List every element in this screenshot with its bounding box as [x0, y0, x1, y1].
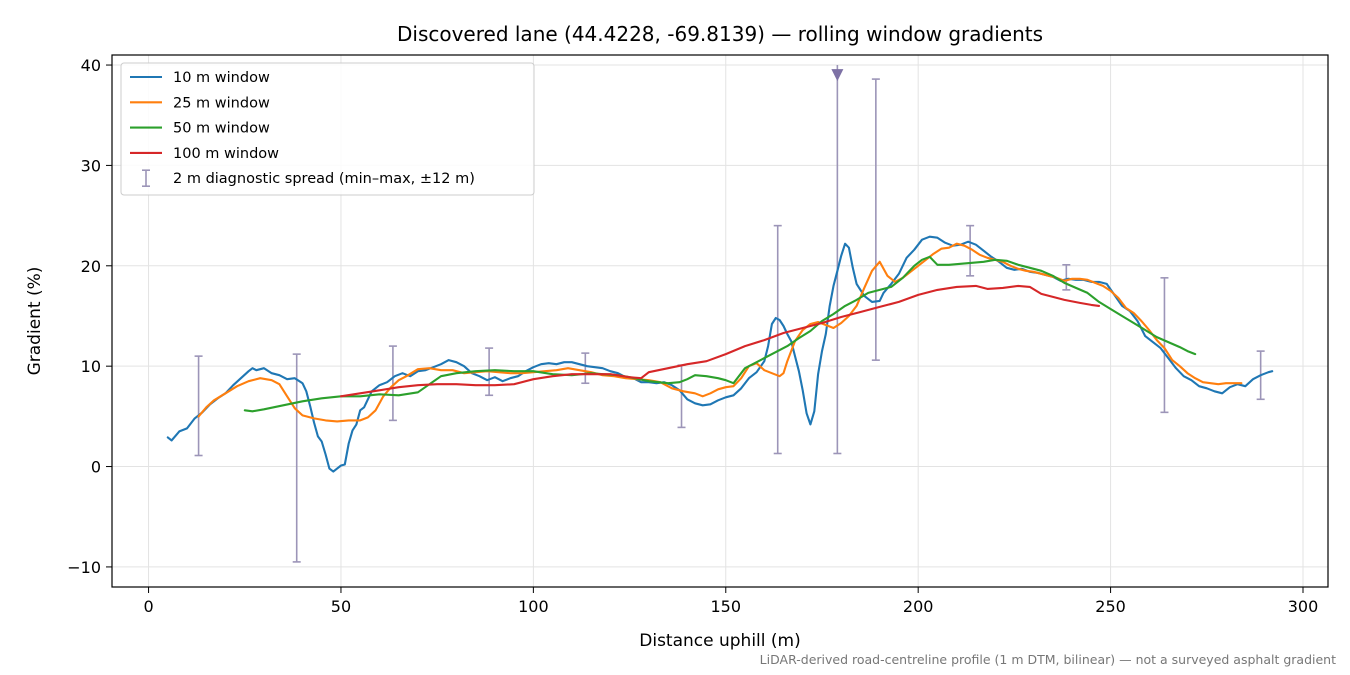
diagnostic-errorbar	[1160, 277, 1169, 414]
x-axis-label: Distance uphill (m)	[639, 631, 800, 651]
diagnostic-errorbar	[292, 353, 301, 563]
chart-title: Discovered lane (44.4228, -69.8139) — ro…	[397, 22, 1043, 46]
legend-label: 100 m window	[173, 146, 279, 162]
legend-box	[120, 62, 535, 196]
diagnostic-errorbar	[1062, 263, 1071, 291]
plot-frame	[111, 54, 1329, 588]
y-tick-label: 20	[81, 257, 101, 276]
y-tick-label: −10	[67, 558, 101, 577]
diagnostic-errorbar	[966, 224, 975, 277]
x-axis: 0 50 100 150 200 250 300	[143, 587, 1318, 616]
diagnostic-errorbar	[773, 224, 782, 455]
legend-item: 2 m diagnostic spread (min–max, ±12 m)	[142, 169, 475, 187]
x-tick-label: 0	[143, 597, 153, 616]
x-tick-label: 200	[903, 597, 934, 616]
diagnostic-errorbar	[833, 65, 842, 455]
legend-label: 50 m window	[173, 121, 270, 137]
series-line-4	[339, 284, 1101, 398]
legend-item: 50 m window	[130, 121, 270, 137]
legend-label: 10 m window	[173, 70, 270, 86]
diagnostic-errorbar	[388, 345, 397, 422]
x-tick-label: 300	[1288, 597, 1319, 616]
footnote: LiDAR-derived road-centreline profile (1…	[760, 652, 1336, 667]
series-lines	[166, 235, 1274, 473]
y-tick-label: 10	[81, 357, 101, 376]
y-axis-label: Gradient (%)	[25, 267, 45, 376]
x-tick-label: 100	[518, 597, 549, 616]
x-tick-label: 50	[331, 597, 351, 616]
legend: 10 m window 25 m window 50 m window 100 m w…	[120, 62, 535, 196]
legend-item: 25 m window	[130, 95, 270, 111]
y-tick-label: 0	[91, 458, 101, 477]
legend-label: 25 m window	[173, 95, 270, 111]
diagnostic-errorbar	[194, 355, 203, 457]
series-line-3	[243, 255, 1197, 413]
y-tick-label: 30	[81, 156, 101, 175]
diagnostic-errorbar	[581, 352, 590, 385]
legend-item: 100 m window	[130, 146, 279, 162]
diagnostic-errorbar	[871, 78, 880, 361]
legend-item: 10 m window	[130, 70, 270, 86]
y-axis: −10 0 10 20 30 40	[67, 56, 112, 577]
x-tick-label: 150	[710, 597, 741, 616]
x-tick-label: 250	[1095, 597, 1126, 616]
legend-label: 2 m diagnostic spread (min–max, ±12 m)	[173, 171, 475, 187]
clipped-value-marker	[831, 69, 844, 82]
diagnostic-spread-bars	[194, 65, 1265, 563]
y-tick-label: 40	[81, 56, 101, 75]
